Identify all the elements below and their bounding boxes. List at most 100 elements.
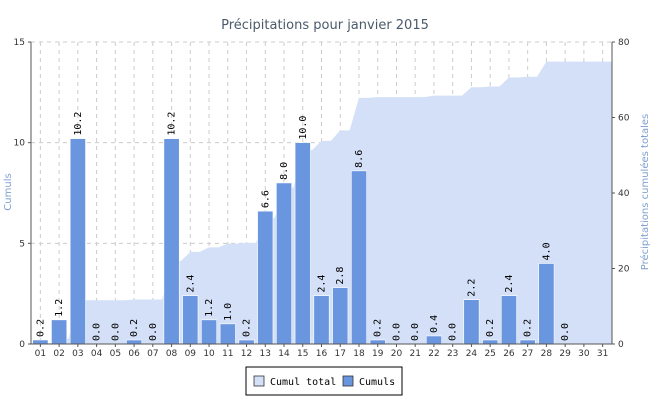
bar-value-label: 0.2	[523, 319, 534, 337]
x-tick-label: 01	[35, 349, 46, 359]
bar-value-label: 2.4	[504, 275, 515, 293]
x-tick-label: 03	[72, 349, 83, 359]
x-tick-label: 26	[503, 349, 515, 359]
bar-cumuls	[126, 339, 143, 345]
bar-cumuls	[238, 339, 255, 345]
legend-label-cumuls: Cumuls	[359, 377, 395, 388]
left-y-tick-label: 10	[14, 139, 26, 149]
bar-cumuls	[276, 182, 293, 345]
x-tick-label: 05	[110, 349, 121, 359]
bar-value-label: 10.2	[167, 112, 178, 136]
x-tick-label: 27	[522, 349, 533, 359]
x-tick-label: 15	[297, 349, 308, 359]
bar-value-label: 0.0	[391, 323, 402, 341]
left-y-tick-label: 5	[19, 239, 25, 249]
bar-cumuls	[350, 170, 367, 345]
legend-box	[245, 366, 403, 396]
bar-value-label: 0.0	[410, 323, 421, 341]
bar-cumuls	[257, 210, 274, 345]
bars-layer	[32, 138, 555, 345]
x-tick-label: 30	[578, 349, 590, 359]
x-axis-ticks: 01 02 03 04 05 06 07 08 09 10 11 12 13 14 15 16 17 18 19 20…	[35, 344, 608, 359]
x-tick-label: 06	[128, 349, 140, 359]
bar-value-label: 2.2	[466, 279, 477, 297]
bar-value-label: 0.2	[373, 319, 384, 337]
x-tick-label: 17	[335, 349, 346, 359]
bar-value-label: 8.0	[279, 162, 290, 180]
x-tick-label: 09	[185, 349, 197, 359]
x-tick-label: 19	[372, 349, 384, 359]
x-tick-label: 07	[147, 349, 158, 359]
chart-title: Précipitations pour janvier 2015	[221, 18, 429, 33]
legend: Cumul total Cumuls	[245, 366, 403, 396]
bar-value-label: 10.0	[298, 116, 309, 140]
bar-value-label: 0.2	[485, 319, 496, 337]
bar-value-label: 0.4	[429, 315, 440, 333]
right-y-axis-ticks: 0 20 40 60 80	[612, 38, 630, 350]
legend-swatch-cumuls	[342, 375, 354, 387]
bar-cumuls	[219, 323, 236, 345]
bar-value-label: 0.0	[148, 323, 159, 341]
x-tick-label: 23	[447, 349, 458, 359]
x-tick-label: 11	[222, 349, 233, 359]
bar-cumuls	[425, 335, 442, 345]
x-tick-label: 14	[278, 349, 290, 359]
bar-value-label: 10.2	[73, 112, 84, 136]
right-y-axis-label: Précipitations cumulées totales	[639, 114, 650, 271]
x-tick-label: 13	[260, 349, 271, 359]
bar-cumuls	[519, 339, 536, 345]
x-tick-label: 25	[484, 349, 495, 359]
bar-value-label: 1.2	[54, 299, 65, 317]
bar-value-label: 2.4	[185, 275, 196, 293]
x-tick-label: 10	[203, 349, 215, 359]
bar-cumuls	[369, 339, 386, 345]
bar-value-label: 0.2	[129, 319, 140, 337]
bar-value-label: 8.6	[354, 150, 365, 168]
x-tick-label: 04	[91, 349, 103, 359]
bar-cumuls	[500, 295, 517, 345]
bar-value-label: 0.0	[92, 323, 103, 341]
left-y-tick-label: 0	[19, 340, 25, 350]
bar-value-label: 4.0	[541, 242, 552, 260]
bar-cumuls	[538, 263, 555, 345]
bar-cumuls	[294, 142, 311, 345]
bar-cumuls	[201, 319, 218, 345]
bar-cumuls	[69, 138, 86, 345]
x-tick-label: 24	[466, 349, 478, 359]
bar-cumuls	[463, 299, 480, 345]
x-tick-label: 02	[53, 349, 64, 359]
bar-cumuls	[182, 295, 199, 345]
x-tick-label: 31	[597, 349, 608, 359]
bar-cumuls	[332, 287, 349, 345]
x-tick-label: 16	[316, 349, 328, 359]
value-labels-layer: 0.2 1.2 10.2 0.0 0.0 0.2 0.0 10.2 2.4 1.2 1.0 0.2 6.…	[35, 112, 571, 341]
left-y-axis-ticks: 0 5 10 15	[14, 38, 31, 350]
x-tick-label: 08	[166, 349, 178, 359]
bar-value-label: 2.4	[317, 275, 328, 293]
left-y-tick-label: 15	[14, 38, 25, 48]
x-tick-label: 20	[391, 349, 403, 359]
right-y-tick-label: 60	[618, 114, 630, 124]
right-y-tick-label: 80	[618, 38, 630, 48]
bar-value-label: 1.2	[204, 299, 215, 317]
bar-value-label: 2.8	[335, 267, 346, 285]
bar-value-label: 1.0	[223, 303, 234, 321]
bar-value-label: 0.2	[35, 319, 46, 337]
right-y-tick-label: 20	[618, 265, 630, 275]
right-y-tick-label: 40	[618, 189, 630, 199]
bar-value-label: 0.0	[560, 323, 571, 341]
x-tick-label: 28	[541, 349, 553, 359]
bar-value-label: 0.0	[448, 323, 459, 341]
x-tick-label: 18	[353, 349, 365, 359]
x-tick-label: 29	[559, 349, 571, 359]
right-y-tick-label: 0	[618, 340, 624, 350]
left-y-axis-label: Cumuls	[3, 173, 14, 210]
bar-value-label: 0.2	[242, 319, 253, 337]
bar-cumuls	[163, 138, 180, 345]
legend-label-cumul-total: Cumul total	[270, 377, 336, 388]
x-tick-label: 12	[241, 349, 252, 359]
bar-value-label: 0.0	[110, 323, 121, 341]
bar-cumuls	[313, 295, 330, 345]
legend-swatch-cumul-total	[253, 375, 265, 387]
